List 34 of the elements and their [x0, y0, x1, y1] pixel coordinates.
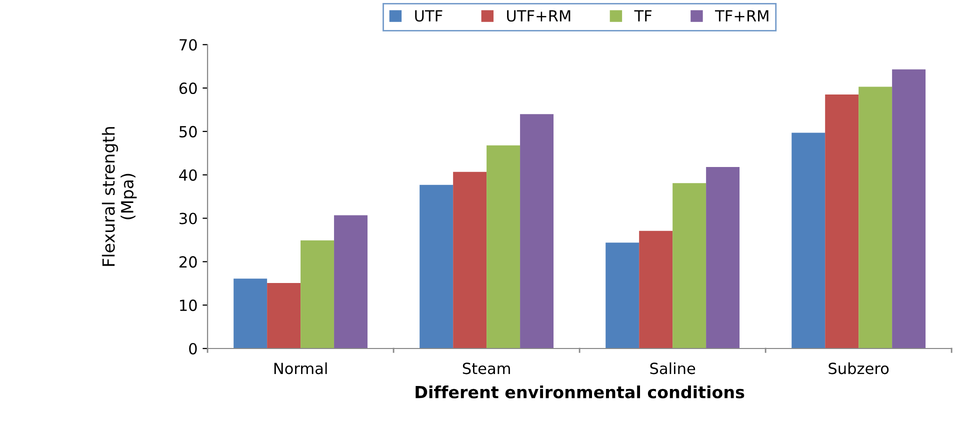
x-tick-label: Saline	[650, 362, 696, 374]
bar	[706, 167, 740, 348]
x-tick-label: Steam	[462, 362, 510, 374]
legend-label: TF+RM	[715, 10, 768, 22]
bar	[334, 215, 368, 348]
bar	[892, 69, 926, 348]
bar	[606, 242, 640, 348]
legend-label: TF	[634, 10, 652, 22]
bar	[420, 184, 454, 348]
y-tick-label: 40	[179, 169, 197, 181]
bar	[453, 172, 487, 348]
y-tick-label: 20	[180, 256, 197, 268]
x-tick-label: Subzero	[828, 362, 889, 374]
bar	[672, 183, 706, 348]
y-tick-label: 0	[189, 342, 197, 355]
bar	[234, 278, 268, 348]
legend-label: UTF+RM	[507, 10, 570, 22]
bar	[858, 86, 892, 348]
bar	[300, 240, 334, 348]
bar	[792, 132, 826, 348]
bar	[825, 94, 859, 348]
y-tick-label: 50	[180, 126, 197, 138]
y-tick-label: 60	[179, 82, 197, 94]
y-axis-title: Flexural strength (Mpa)	[102, 127, 137, 266]
bar	[267, 282, 301, 348]
legend-label: UTF	[415, 10, 442, 22]
y-tick-label: 10	[180, 300, 197, 312]
y-tick-label: 70	[180, 39, 197, 51]
bar	[639, 230, 673, 348]
x-axis-title: Different environmental conditions	[416, 386, 744, 398]
bar	[520, 114, 554, 348]
bar	[486, 145, 520, 348]
y-tick-label: 30	[180, 212, 197, 224]
x-tick-label: Normal	[274, 362, 327, 374]
